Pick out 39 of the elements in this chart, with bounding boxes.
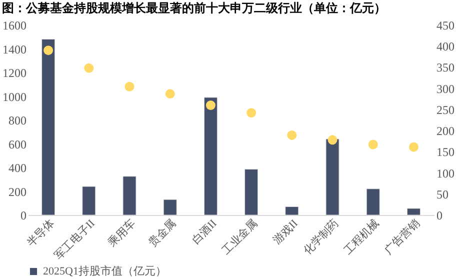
x-tick-label: 游戏II <box>270 216 301 247</box>
y-tick-label: 600 <box>8 137 26 152</box>
y2-tick-label: 400 <box>436 40 454 54</box>
point <box>408 142 418 152</box>
point <box>368 140 378 150</box>
x-tick-label: 乘用车 <box>105 216 138 250</box>
y2-tick-label: 250 <box>436 102 454 117</box>
y-tick-label: 400 <box>8 161 26 175</box>
y-tick-label: 1200 <box>2 66 26 80</box>
y-tick-label: 1600 <box>2 18 26 32</box>
x-tick-label: 工程机械 <box>341 216 382 258</box>
y-tick-label: 1400 <box>2 42 26 56</box>
y2-tick-label: 0 <box>436 208 442 222</box>
point <box>44 46 54 56</box>
y2-tick-label: 450 <box>436 18 454 32</box>
x-tick-label: 贵金属 <box>146 216 179 250</box>
y-tick-label: 0 <box>20 208 26 222</box>
x-tick-label: 化学制药 <box>300 216 341 258</box>
y2-tick-label: 150 <box>436 145 454 160</box>
y2-tick-label: 300 <box>436 82 454 96</box>
y2-tick-label: 350 <box>436 60 454 75</box>
chart-title: 图：公募基金持股规模增长最显著的前十大申万二级行业（单位：亿元） <box>2 1 386 15</box>
point <box>328 135 338 145</box>
x-tick-label: 工业金属 <box>219 216 260 258</box>
point <box>84 63 94 73</box>
legend-label: 2025Q1持股市值（亿元） <box>43 264 166 278</box>
x-tick-label: 白酒II <box>189 216 220 247</box>
y2-tick-label: 200 <box>436 124 454 138</box>
y-tick-label: 1000 <box>2 90 26 104</box>
y2-tick-label: 100 <box>436 166 454 180</box>
y-tick-label: 800 <box>8 114 26 128</box>
x-tick-label: 广告营销 <box>382 216 422 258</box>
point <box>246 108 256 118</box>
point <box>165 89 175 99</box>
point <box>287 130 297 140</box>
y2-tick-label: 50 <box>436 187 448 202</box>
point <box>124 82 134 92</box>
point <box>206 100 216 110</box>
y-tick-label: 200 <box>8 184 26 199</box>
